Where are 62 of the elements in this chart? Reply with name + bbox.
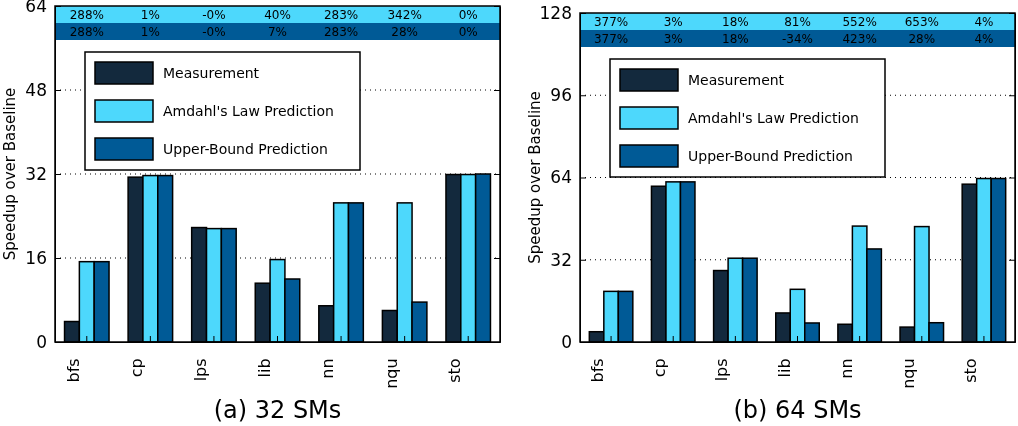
- annotation: 283%: [323, 24, 359, 39]
- x-tick-label: bfs: [63, 358, 83, 383]
- x-tick-label: cp: [127, 358, 147, 378]
- y-axis-title: Speedup over Baseline: [526, 91, 544, 264]
- x-tick-label: lps: [190, 358, 210, 382]
- y-tick-label: 128: [539, 2, 572, 23]
- annotation: 18%: [722, 31, 749, 46]
- annotation: 4%: [974, 14, 994, 29]
- text: (a) 32 SMs: [213, 396, 342, 424]
- y-tick-label: 96: [550, 85, 572, 106]
- legend-label: Upper-Bound Prediction: [163, 140, 328, 157]
- annotation: -34%: [781, 31, 814, 46]
- annotation: 18%: [722, 14, 749, 29]
- legend-label: Measurement: [163, 64, 260, 81]
- annotation: 4%: [974, 31, 994, 46]
- x-tick-label: nn: [318, 358, 338, 379]
- y-tick-label: 16: [25, 247, 47, 268]
- annotation: 342%: [387, 7, 422, 22]
- y-tick-label: 48: [25, 79, 47, 100]
- annotation: 40%: [264, 7, 291, 22]
- legend-label: Amdahl's Law Prediction: [163, 102, 334, 119]
- x-tick-label: sto: [960, 358, 980, 383]
- annotation: 7%: [267, 24, 288, 39]
- annotation: 1%: [140, 24, 160, 39]
- annotation: 3%: [663, 14, 683, 29]
- annotation: 653%: [904, 14, 939, 29]
- annotation: 423%: [842, 31, 877, 46]
- x-tick-label: sto: [445, 358, 465, 383]
- annotation: 0%: [458, 24, 478, 39]
- annotation: 81%: [784, 14, 811, 29]
- legend-label: Amdahl's Law Prediction: [688, 109, 859, 126]
- x-tick-label: bfs: [588, 358, 608, 383]
- annotation: 377%: [593, 31, 629, 46]
- y-tick-label: 0: [36, 331, 47, 352]
- x-tick-label: lps: [712, 358, 732, 382]
- y-tick-label: 0: [561, 331, 572, 352]
- annotation: 288%: [69, 7, 104, 22]
- annotation: -0%: [202, 7, 226, 22]
- annotation: 28%: [391, 24, 418, 39]
- x-tick-label: cp: [650, 358, 670, 378]
- annotation: 283%: [323, 7, 359, 22]
- x-tick-label: nqu: [898, 358, 918, 389]
- legend-label: Measurement: [688, 71, 785, 88]
- y-tick-label: 32: [25, 163, 47, 184]
- x-tick-label: lib: [774, 358, 794, 378]
- y-tick-label: 64: [25, 0, 47, 16]
- x-tick-label: nn: [836, 358, 856, 379]
- annotation: 0%: [458, 7, 478, 22]
- text: (b) 64 SMs: [733, 396, 862, 424]
- annotation: 3%: [663, 31, 683, 46]
- annotation: 288%: [69, 24, 104, 39]
- legend-label: Upper-Bound Prediction: [688, 147, 853, 164]
- annotation: 377%: [593, 14, 629, 29]
- annotation: 552%: [842, 14, 877, 29]
- annotation: 28%: [908, 31, 936, 46]
- x-tick-label: lib: [254, 358, 274, 378]
- x-tick-label: nqu: [381, 358, 401, 389]
- y-tick-label: 64: [550, 167, 572, 188]
- y-tick-label: 32: [550, 249, 572, 270]
- annotation: -0%: [202, 24, 226, 39]
- annotation: 1%: [140, 7, 160, 22]
- y-axis-title: Speedup over Baseline: [1, 87, 19, 261]
